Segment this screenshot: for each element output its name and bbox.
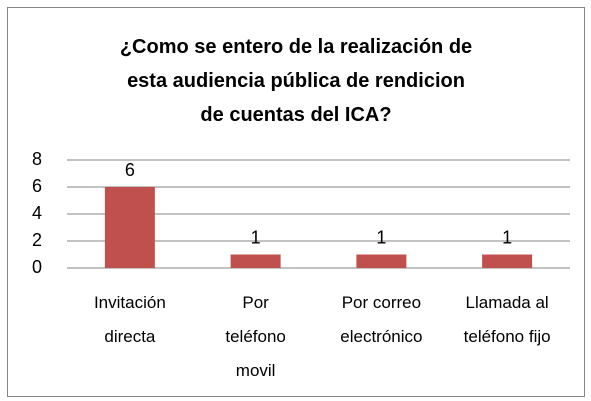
x-tick-label: Invitación directa xyxy=(93,293,166,346)
y-tick-label: 6 xyxy=(32,176,42,196)
data-label: 6 xyxy=(125,160,135,180)
y-tick-label: 2 xyxy=(32,230,42,250)
data-label: 1 xyxy=(251,227,261,247)
x-tick-label: Por teléfono movil xyxy=(225,293,286,380)
y-tick-label: 8 xyxy=(32,149,42,169)
bar xyxy=(356,254,407,268)
chart-border xyxy=(7,7,585,397)
bar xyxy=(230,254,281,268)
x-tick-label: Llamada al teléfono fijo xyxy=(463,293,551,346)
y-tick-label: 4 xyxy=(32,203,42,223)
y-tick-label: 0 xyxy=(32,257,42,277)
data-label: 1 xyxy=(502,227,512,247)
data-label: 1 xyxy=(376,227,386,247)
bar xyxy=(482,254,533,268)
x-tick-label: Por correo electrónico xyxy=(340,293,423,346)
chart-title: ¿Como se entero de la realización de est… xyxy=(119,36,473,126)
bar xyxy=(104,187,155,268)
